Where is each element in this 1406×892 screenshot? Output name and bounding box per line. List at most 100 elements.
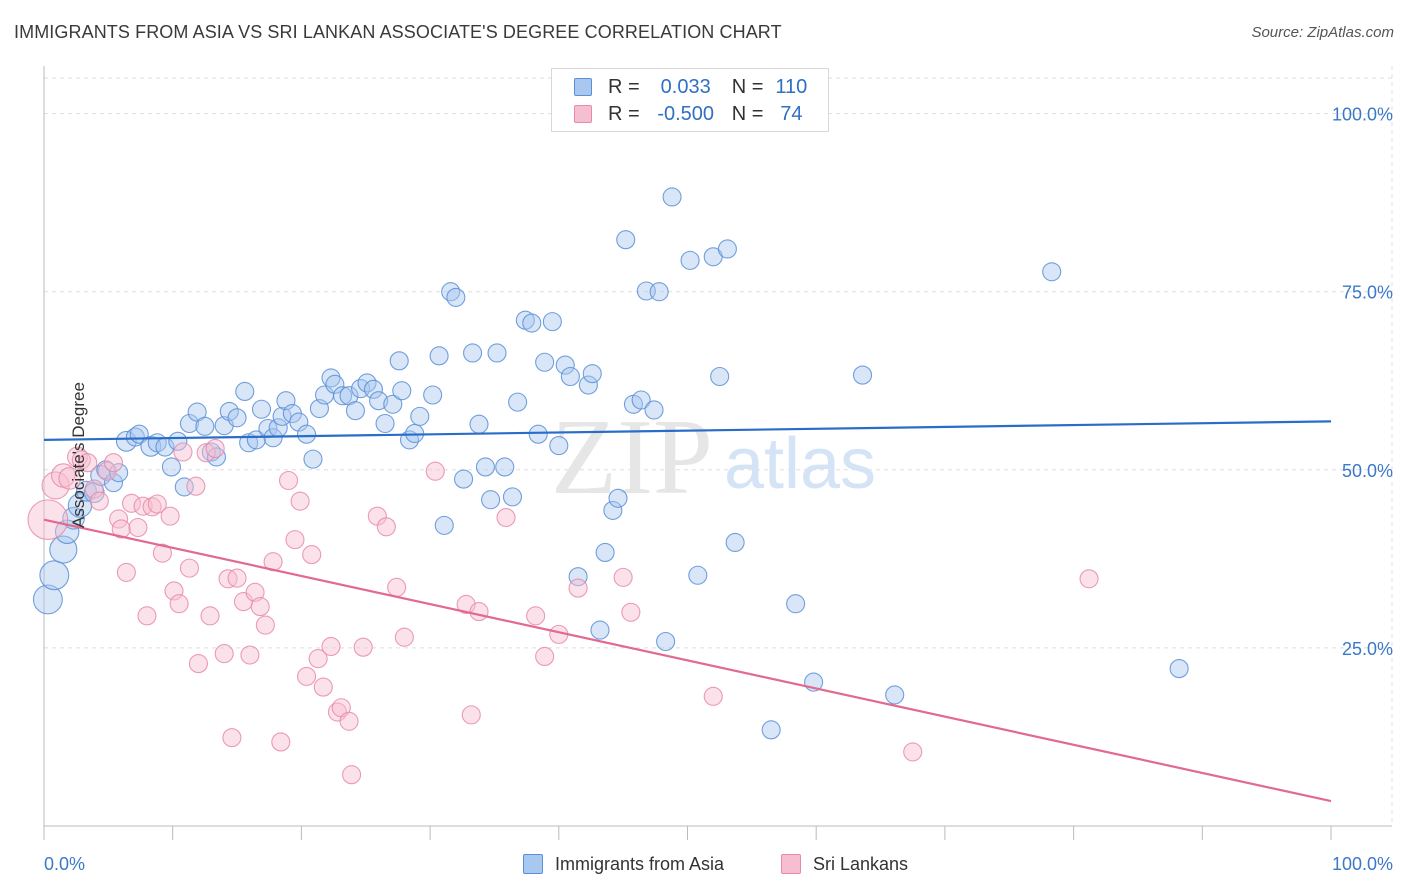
- point-asia: [852, 365, 873, 385]
- point-srilankan: [186, 476, 206, 496]
- trend-line-asia: [43, 420, 1332, 441]
- point-asia: [578, 375, 598, 395]
- point-asia: [495, 457, 515, 477]
- point-asia: [246, 430, 266, 450]
- legend-n-value: 74: [780, 102, 803, 125]
- legend-row-blue: R = 0.033 N = 110: [574, 75, 819, 99]
- point-srilankan: [285, 530, 305, 550]
- point-srilankan: [302, 545, 322, 565]
- point-asia: [502, 487, 523, 507]
- point-asia: [560, 366, 580, 387]
- legend-n-value: 110: [775, 75, 808, 98]
- point-asia: [179, 413, 199, 434]
- point-asia: [786, 594, 806, 614]
- point-srilankan: [290, 491, 310, 511]
- point-asia: [289, 412, 309, 432]
- point-asia: [423, 385, 443, 405]
- point-asia: [688, 565, 708, 585]
- y-tick-label: 25.0%: [1342, 639, 1393, 659]
- point-srilankan: [703, 686, 723, 706]
- legend-swatch-blue: [574, 78, 592, 96]
- point-asia: [717, 239, 737, 259]
- point-srilankan: [103, 453, 124, 473]
- point-asia: [32, 584, 63, 615]
- point-asia: [549, 436, 569, 456]
- point-srilankan: [526, 606, 546, 626]
- point-asia: [522, 313, 542, 333]
- point-srilankan: [245, 582, 265, 602]
- point-asia: [680, 250, 700, 270]
- source-label: Source: ZipAtlas.com: [1251, 24, 1394, 41]
- point-srilankan: [147, 494, 167, 514]
- x-tick-label-right: 100.0%: [1332, 854, 1393, 874]
- point-asia: [644, 400, 664, 420]
- point-srilankan: [196, 443, 216, 463]
- y-tick-label: 75.0%: [1342, 283, 1393, 303]
- watermark-atlas: atlas: [724, 424, 876, 504]
- point-asia: [725, 532, 745, 553]
- y-axis-label: Associate's Degree: [68, 382, 88, 528]
- legend-r-label: R =: [608, 102, 640, 125]
- point-asia: [363, 379, 384, 399]
- point-srilankan: [250, 597, 270, 617]
- bottom-legend-swatch-blue: [523, 854, 543, 874]
- point-asia: [631, 390, 651, 410]
- point-asia: [469, 414, 489, 434]
- point-srilankan: [121, 493, 142, 513]
- point-srilankan: [271, 732, 291, 752]
- point-asia: [434, 515, 454, 535]
- point-srilankan: [137, 606, 157, 626]
- point-asia: [555, 355, 575, 375]
- point-asia: [39, 560, 70, 591]
- legend-r-value: 0.033: [660, 75, 711, 98]
- point-srilankan: [116, 562, 136, 582]
- bottom-legend-asia: Immigrants from Asia: [523, 851, 724, 877]
- point-asia: [463, 343, 483, 363]
- point-asia: [535, 352, 555, 372]
- point-asia: [383, 394, 403, 414]
- point-asia: [227, 408, 247, 428]
- point-srilankan: [214, 644, 234, 664]
- trend-line-srilankan: [43, 518, 1332, 803]
- point-srilankan: [58, 467, 82, 490]
- point-asia: [590, 620, 610, 640]
- point-asia: [595, 542, 615, 562]
- point-srilankan: [78, 453, 98, 473]
- point-asia: [582, 364, 602, 384]
- point-srilankan: [89, 491, 109, 511]
- bottom-legend-swatch-pink: [781, 854, 801, 874]
- point-srilankan: [240, 645, 260, 665]
- point-asia: [429, 346, 449, 366]
- point-srilankan: [205, 438, 225, 458]
- point-srilankan: [387, 577, 407, 597]
- point-asia: [303, 449, 323, 469]
- legend-swatch-pink: [574, 105, 592, 123]
- point-asia: [761, 720, 781, 740]
- point-srilankan: [353, 637, 373, 657]
- point-asia: [195, 416, 215, 436]
- point-srilankan: [278, 470, 299, 491]
- point-srilankan: [200, 606, 220, 626]
- point-srilankan: [84, 479, 104, 499]
- point-asia: [481, 490, 501, 510]
- series-immigrants-from-asia: [32, 187, 1189, 740]
- point-srilankan: [222, 728, 242, 748]
- point-asia: [161, 457, 181, 477]
- point-srilankan: [152, 543, 172, 563]
- bottom-legend-srilankan: Sri Lankans: [781, 851, 908, 877]
- bottom-legend-label-asia: Immigrants from Asia: [555, 853, 725, 874]
- point-asia: [528, 424, 548, 444]
- point-srilankan: [469, 602, 489, 622]
- point-asia: [885, 685, 905, 705]
- point-srilankan: [903, 742, 923, 762]
- legend-r-value: -0.500: [657, 102, 715, 125]
- trend-lines: [43, 420, 1332, 803]
- point-srilankan: [339, 711, 359, 731]
- point-asia: [1042, 262, 1062, 282]
- axes: [43, 66, 1392, 840]
- point-asia: [345, 401, 366, 421]
- point-srilankan: [535, 646, 555, 667]
- point-asia: [454, 469, 474, 489]
- point-asia: [603, 500, 623, 520]
